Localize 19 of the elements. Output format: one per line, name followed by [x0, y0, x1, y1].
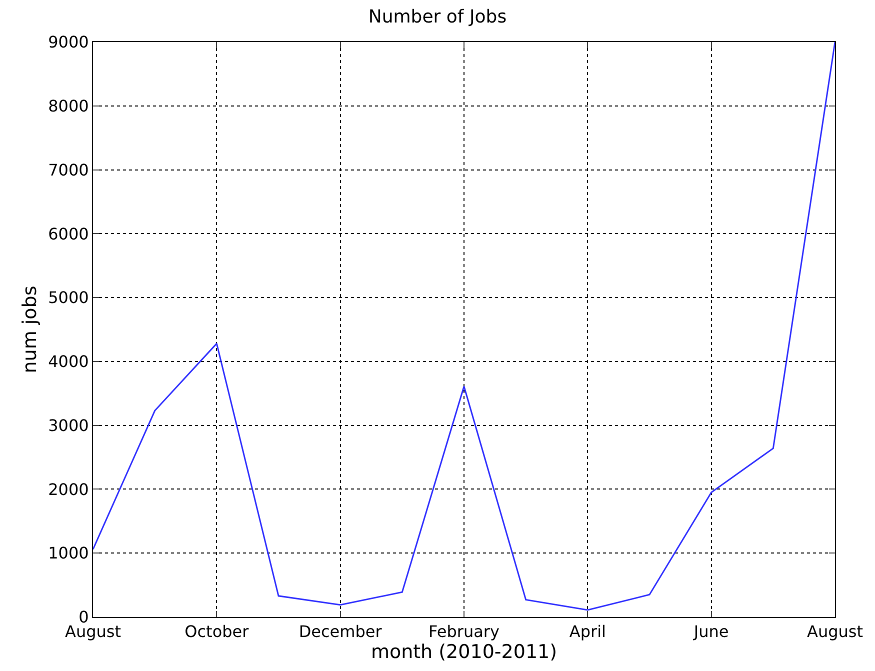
y-tick-label: 5000 — [48, 288, 89, 308]
x-tick-label: August — [807, 622, 863, 642]
y-tick-label: 6000 — [48, 224, 89, 244]
chart-title: Number of Jobs — [368, 6, 507, 28]
x-tick-label: December — [298, 622, 382, 642]
x-tick-label: October — [184, 622, 250, 642]
y-tick-label: 3000 — [48, 416, 89, 435]
y-tick-label: 8000 — [48, 96, 89, 116]
y-tick-label: 1000 — [48, 544, 89, 563]
x-tick-label: June — [692, 622, 729, 642]
x-tick-label: April — [569, 622, 606, 642]
x-axis-title: month (2010-2011) — [370, 641, 558, 664]
y-tick-label: 9000 — [48, 32, 89, 52]
line-series — [93, 42, 835, 611]
y-tick-label: 2000 — [48, 480, 89, 499]
y-tick-label: 7000 — [48, 160, 89, 180]
y-tick-label: 4000 — [48, 352, 89, 372]
x-tick-label: February — [428, 622, 500, 642]
y-axis-title: num jobs — [18, 286, 41, 374]
